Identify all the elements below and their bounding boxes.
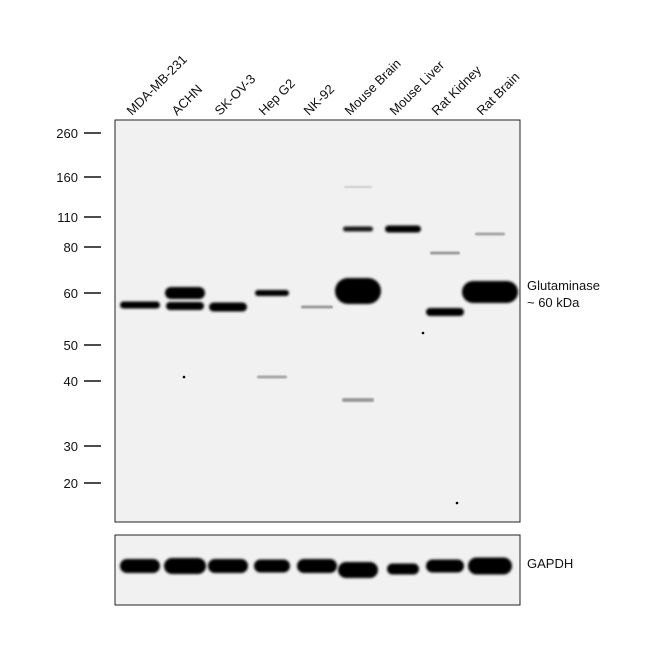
band (342, 398, 374, 402)
lane-label: SK-OV-3 (212, 71, 259, 118)
size-label: ~ 60 kDa (527, 295, 580, 310)
gapdh-band (164, 558, 206, 574)
lane-label: Hep G2 (256, 76, 298, 118)
bands (120, 186, 518, 578)
band (344, 186, 372, 188)
marker-label: 110 (57, 210, 78, 225)
marker-label: 50 (64, 338, 78, 353)
band (385, 225, 421, 233)
gapdh-band (120, 559, 160, 573)
band (165, 287, 205, 299)
loading-control-label: GAPDH (527, 556, 573, 571)
band (343, 226, 373, 232)
band (426, 308, 464, 316)
gapdh-band (468, 557, 512, 575)
band (255, 290, 289, 296)
lane-label: ACHN (169, 81, 206, 118)
marker-label: 160 (56, 170, 78, 185)
band (257, 375, 287, 379)
marker-label: 60 (64, 286, 78, 301)
gapdh-band (426, 559, 464, 573)
band (475, 232, 505, 236)
band (430, 251, 460, 255)
band (462, 281, 518, 303)
lane-label: NK-92 (301, 81, 338, 118)
gapdh-band (387, 563, 419, 575)
speck (421, 331, 425, 335)
band (209, 302, 247, 312)
main-panel (114, 119, 521, 523)
marker-label: 80 (64, 240, 78, 255)
band (166, 302, 204, 310)
band (120, 301, 160, 309)
gapdh-band (297, 559, 337, 573)
marker-label: 20 (64, 476, 78, 491)
marker-label: 40 (64, 374, 78, 389)
gapdh-band (254, 559, 290, 573)
target-label: Glutaminase (527, 278, 600, 293)
lane-label: Rat Brain (474, 69, 523, 118)
speck (182, 375, 186, 379)
band (301, 305, 333, 309)
marker-label: 260 (56, 126, 78, 141)
gapdh-band (208, 559, 248, 573)
speck (455, 501, 459, 505)
band (335, 278, 381, 304)
gapdh-band (338, 562, 378, 578)
marker-label: 30 (64, 439, 78, 454)
